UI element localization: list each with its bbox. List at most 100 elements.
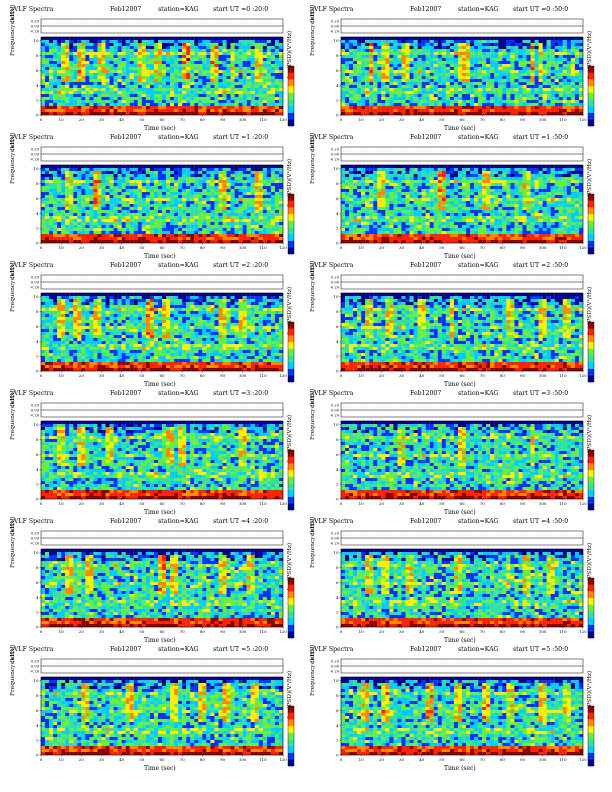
- heatmap-cell: [522, 52, 527, 56]
- heatmap-cell: [341, 79, 346, 83]
- heatmap-cell: [61, 70, 66, 74]
- heatmap-cell: [65, 43, 70, 47]
- heatmap-cell: [222, 94, 227, 98]
- heatmap-cell: [234, 49, 239, 53]
- heatmap-cell: [530, 88, 535, 92]
- heatmap-cell: [133, 106, 138, 110]
- heatmap-cell: [453, 40, 459, 44]
- heatmap-cell: [238, 40, 243, 44]
- heatmap-cell: [274, 79, 280, 83]
- heatmap-cell: [218, 204, 223, 208]
- heatmap-cell: [510, 73, 515, 77]
- heatmap-cell: [470, 112, 475, 116]
- heatmap-cell: [341, 165, 346, 169]
- heatmap-cell: [518, 46, 523, 50]
- heatmap-cell: [230, 67, 235, 71]
- heatmap-cell: [409, 91, 414, 95]
- heatmap-cell: [250, 237, 255, 241]
- heatmap-cell: [242, 88, 247, 92]
- heatmap-cell: [413, 91, 418, 95]
- heatmap-cell: [437, 100, 442, 104]
- heatmap-cell: [109, 91, 114, 95]
- heatmap-cell: [262, 201, 267, 205]
- heatmap-cell: [218, 76, 223, 80]
- heatmap-cell: [85, 91, 90, 95]
- heatmap-cell: [109, 195, 114, 199]
- heatmap-cell: [129, 213, 134, 217]
- heatmap-cell: [357, 61, 362, 65]
- heatmap-cell: [526, 43, 531, 47]
- heatmap-cell: [65, 82, 70, 86]
- heatmap-cell: [214, 94, 219, 98]
- heatmap-cell: [389, 37, 394, 41]
- heatmap-cell: [194, 73, 199, 77]
- heatmap-cell: [133, 198, 138, 202]
- heatmap-cell: [97, 106, 102, 110]
- heatmap-cell: [250, 64, 255, 68]
- heatmap-cell: [97, 40, 102, 44]
- heatmap-cell: [482, 82, 487, 86]
- x-tick-label: 80: [500, 117, 506, 122]
- heatmap-cell: [45, 192, 50, 196]
- heatmap-cell: [478, 100, 483, 104]
- heatmap-cell: [206, 43, 211, 47]
- heatmap-cell: [125, 207, 130, 211]
- heatmap-cell: [449, 61, 454, 65]
- heatmap-cell: [453, 106, 459, 110]
- heatmap-cell: [49, 49, 54, 53]
- heatmap-cell: [194, 174, 199, 178]
- heatmap-cell: [117, 112, 122, 116]
- heatmap-cell: [258, 94, 263, 98]
- heatmap-cell: [133, 76, 138, 80]
- heatmap-cell: [510, 58, 515, 62]
- heatmap-cell: [81, 61, 86, 65]
- heatmap-cell: [490, 97, 495, 101]
- heatmap-cell: [73, 219, 78, 223]
- heatmap-cell: [57, 204, 62, 208]
- heatmap-cell: [230, 234, 235, 238]
- heatmap-cell: [218, 82, 223, 86]
- heatmap-cell: [198, 70, 203, 74]
- heatmap-cell: [433, 43, 438, 47]
- heatmap-cell: [445, 46, 450, 50]
- heatmap-cell: [222, 100, 227, 104]
- heatmap-cell: [93, 174, 98, 178]
- heatmap-cell: [393, 79, 398, 83]
- heatmap-cell: [397, 40, 402, 44]
- heatmap-cell: [478, 76, 483, 80]
- heatmap-cell: [510, 70, 515, 74]
- heatmap-cell: [270, 85, 275, 89]
- heatmap-cell: [162, 94, 167, 98]
- heatmap-cell: [242, 171, 247, 175]
- panel-title: VLF Spectra Feb12007 station=KAG start UT =…: [308, 134, 598, 143]
- heatmap-cell: [166, 204, 171, 208]
- heatmap-cell: [510, 67, 515, 71]
- heatmap-cell: [145, 91, 150, 95]
- heatmap-cell: [546, 79, 551, 83]
- heatmap-cell: [141, 91, 146, 95]
- heatmap-cell: [141, 88, 146, 92]
- heatmap-cell: [278, 174, 284, 178]
- heatmap-cell: [194, 180, 199, 184]
- heatmap-cell: [449, 94, 454, 98]
- heatmap-cell: [170, 198, 175, 202]
- heatmap-cell: [186, 91, 191, 95]
- heatmap-cell: [125, 97, 130, 101]
- heatmap-cell: [405, 49, 410, 53]
- heatmap-cell: [170, 225, 175, 229]
- heatmap-cell: [206, 97, 211, 101]
- heatmap-cell: [218, 240, 223, 244]
- heatmap-cell: [109, 79, 114, 83]
- heatmap-cell: [65, 198, 70, 202]
- heatmap-cell: [202, 228, 207, 232]
- heatmap-cell: [133, 180, 138, 184]
- heatmap-cell: [186, 231, 191, 235]
- heatmap-cell: [178, 85, 183, 89]
- heatmap-cell: [105, 106, 110, 110]
- heatmap-cell: [425, 94, 430, 98]
- heatmap-cell: [157, 109, 163, 113]
- heatmap-cell: [234, 192, 239, 196]
- heatmap-cell: [49, 195, 54, 199]
- heatmap-cell: [49, 222, 54, 226]
- heatmap-cell: [482, 52, 487, 56]
